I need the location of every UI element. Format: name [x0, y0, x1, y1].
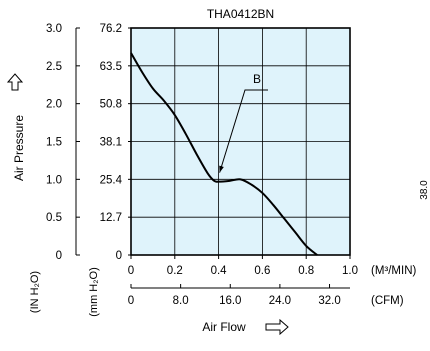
y-primary-tick-label: 2.5 [46, 61, 62, 73]
x-primary-tick-label: 1.0 [342, 265, 358, 277]
y-secondary-tick-label: 25.4 [100, 174, 123, 186]
x-primary-tick-label: 0.8 [298, 265, 314, 277]
x-primary-tick-label: 0 [128, 265, 134, 277]
annotation-label: B [253, 72, 261, 86]
y-axis-label: Air Pressure [12, 115, 26, 181]
x-secondary-unit: (CFM) [371, 295, 404, 307]
series-b-line [130, 52, 318, 256]
x-secondary-tick-label: 0 [128, 295, 134, 307]
chart-title: THA0412BN [207, 7, 274, 21]
y-primary-tick-label: 1.0 [46, 174, 62, 186]
x-secondary-tick-label: 16.0 [219, 295, 241, 307]
y-secondary-tick-label: 38.1 [100, 137, 122, 149]
y-primary-tick-label: 1.5 [46, 137, 62, 149]
y-secondary-tick-label: 0 [116, 250, 122, 262]
x-secondary-tick-label: 32.0 [318, 295, 340, 307]
y-secondary-unit: (mm H₂O) [88, 267, 100, 316]
y-secondary-tick-label: 50.8 [100, 99, 122, 111]
y-primary-unit: (IN H₂O) [29, 271, 41, 313]
y-secondary-tick-label: 63.5 [100, 61, 122, 73]
sidebar-text: 38.0 [419, 180, 430, 200]
x-primary-unit: (M³/MIN) [371, 265, 417, 277]
y-primary-tick-label: 0.5 [46, 212, 62, 224]
x-primary-tick-label: 0.4 [211, 265, 228, 277]
y-primary-tick-label: 0 [56, 250, 62, 262]
annotation-leader [219, 89, 268, 173]
y-arrow-icon [6, 73, 24, 91]
x-secondary-tick-label: 24.0 [269, 295, 291, 307]
x-secondary-tick-label: 8.0 [173, 295, 189, 307]
x-primary-tick-label: 0.6 [254, 265, 270, 277]
x-arrow-icon [265, 318, 289, 336]
y-secondary-tick-label: 12.7 [100, 212, 122, 224]
x-primary-tick-label: 0.2 [167, 265, 183, 277]
annotation-arrowhead [219, 165, 224, 173]
y-secondary-tick-label: 76.2 [100, 23, 122, 35]
y-primary-tick-label: 3.0 [46, 23, 62, 35]
y-primary-tick-label: 2.0 [46, 99, 62, 111]
x-axis-label: Air Flow [202, 320, 246, 334]
